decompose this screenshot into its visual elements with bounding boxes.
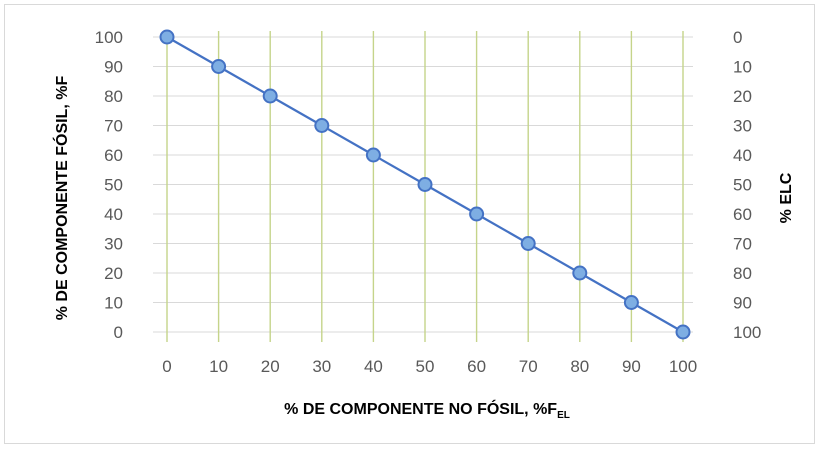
y2-tick-label: 90 xyxy=(733,294,752,313)
data-point xyxy=(262,88,278,104)
y2-tick-label: 70 xyxy=(733,235,752,254)
x-tick-label: 20 xyxy=(261,357,280,376)
data-point xyxy=(520,236,536,251)
data-point xyxy=(314,118,330,133)
y2-tick-label: 10 xyxy=(733,58,752,77)
y-tick-label: 80 xyxy=(104,87,123,106)
data-point xyxy=(417,177,433,192)
series-markers xyxy=(159,29,691,340)
y-tick-label: 90 xyxy=(104,58,123,77)
chart-frame xyxy=(4,4,815,444)
x-tick-label: 0 xyxy=(162,357,171,376)
y2-tick-label: 40 xyxy=(733,146,752,165)
x-tick-label: 10 xyxy=(209,357,228,376)
data-point xyxy=(572,265,588,281)
data-point xyxy=(159,29,175,45)
x-tick-label: 60 xyxy=(467,357,486,376)
y-tick-label: 20 xyxy=(104,264,123,283)
y-tick-label: 10 xyxy=(104,294,123,313)
x-axis-title-subscript: EL xyxy=(557,410,570,421)
y2-tick-label: 60 xyxy=(733,205,752,224)
y2-tick-label: 20 xyxy=(733,87,752,106)
x-tick-label: 50 xyxy=(416,357,435,376)
x-axis-ticks: 0 10 20 30 40 50 60 70 80 90 100 xyxy=(162,357,697,376)
data-point xyxy=(469,206,485,222)
data-point xyxy=(365,147,381,163)
y-axis-left-ticks: 0 10 20 30 40 50 60 70 80 90 100 xyxy=(95,28,123,342)
x-tick-label: 70 xyxy=(519,357,538,376)
y2-tick-label: 50 xyxy=(733,176,752,195)
y-tick-label: 70 xyxy=(104,117,123,136)
horizontal-gridlines xyxy=(153,36,693,333)
y-tick-label: 30 xyxy=(104,235,123,254)
x-tick-label: 40 xyxy=(364,357,383,376)
x-tick-label: 90 xyxy=(622,357,641,376)
vertical-gridlines xyxy=(166,31,684,342)
y-axis-title: % DE COMPONENTE FÓSIL, %F xyxy=(52,76,71,321)
x-tick-label: 100 xyxy=(669,357,697,376)
y2-tick-label: 0 xyxy=(733,28,742,47)
data-point xyxy=(211,59,227,74)
y-tick-label: 50 xyxy=(104,176,123,195)
y2-axis-title: % ELC xyxy=(778,172,795,223)
y-tick-label: 0 xyxy=(114,323,123,342)
x-tick-label: 30 xyxy=(312,357,331,376)
data-point xyxy=(623,295,639,310)
y2-tick-label: 80 xyxy=(733,264,752,283)
x-axis-title: % DE COMPONENTE NO FÓSIL, %FEL xyxy=(284,399,570,421)
y2-tick-label: 30 xyxy=(733,117,752,136)
y2-tick-label: 100 xyxy=(733,323,761,342)
y-tick-label: 40 xyxy=(104,205,123,224)
data-point xyxy=(675,324,691,340)
y-tick-label: 60 xyxy=(104,146,123,165)
x-tick-label: 80 xyxy=(570,357,589,376)
y-tick-label: 100 xyxy=(95,28,123,47)
